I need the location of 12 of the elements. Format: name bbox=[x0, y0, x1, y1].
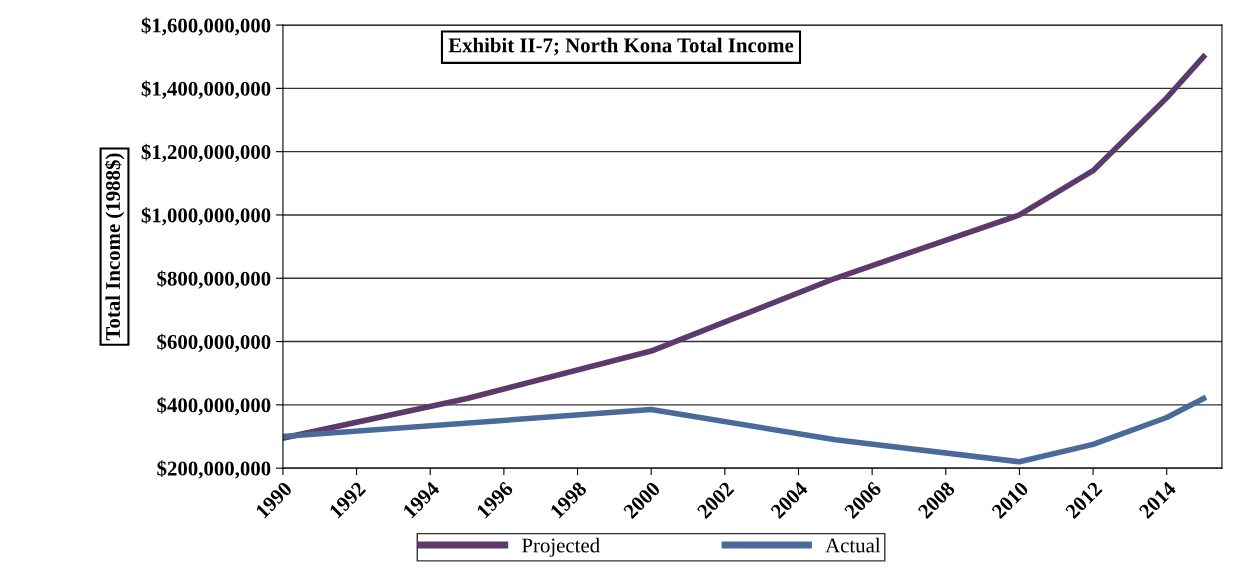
y-tick-label: $600,000,000 bbox=[157, 333, 271, 353]
y-tick-label: $1,600,000,000 bbox=[141, 17, 271, 36]
y-tick-label: $1,000,000,000 bbox=[141, 207, 271, 226]
y-tick-label: $200,000,000 bbox=[157, 460, 271, 479]
y-tick-label: $400,000,000 bbox=[157, 397, 271, 416]
y-tick-label: $1,400,000,000 bbox=[141, 80, 271, 99]
y-axis-title: Total Income (1988$) bbox=[104, 153, 125, 341]
y-tick-label: $1,200,000,000 bbox=[141, 143, 271, 163]
y-tick-label: $800,000,000 bbox=[157, 270, 271, 289]
text: Exhibit II-7; North Kona Total Income bbox=[448, 37, 794, 56]
legend-label: Actual bbox=[825, 537, 881, 553]
legend-label: Projected bbox=[522, 537, 600, 557]
